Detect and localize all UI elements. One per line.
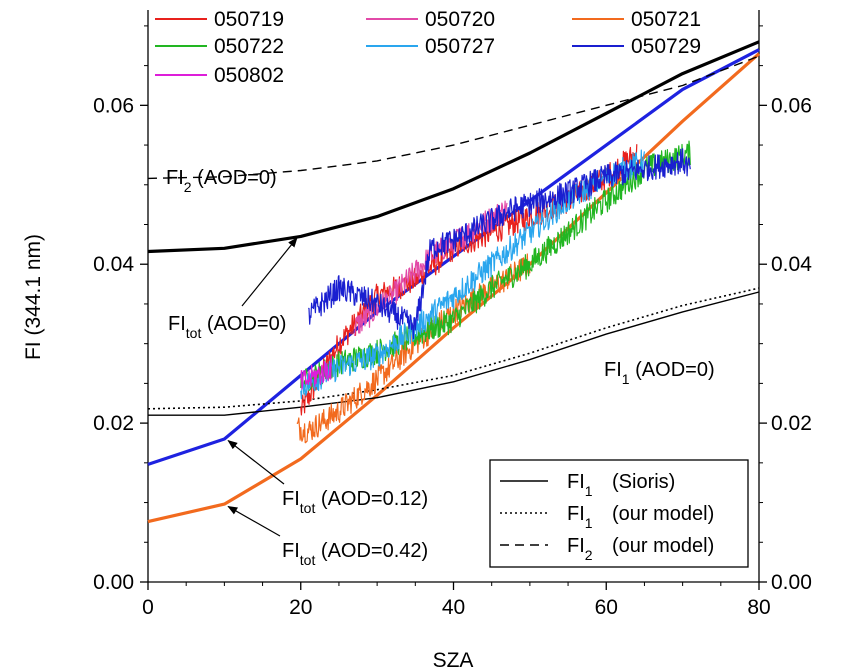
y-tick-label-right-0: 0.00 (771, 571, 812, 594)
model-line-fi-tot-aod-0-42 (147, 52, 761, 524)
y-axis-label: FI (344.1 nm) (22, 234, 45, 360)
y-tick-label-left-3: 0.06 (93, 94, 134, 117)
annotation-fi1-aod-0: FI1 (AOD=0) (604, 359, 715, 387)
legend-label-050727: 050727 (425, 35, 495, 58)
axis-ticks: 0 20 40 60 800.00 0.000.02 0.020.04 0.040.06 0.0… (93, 25, 812, 619)
model-line-fi-tot-aod-0 (147, 40, 760, 254)
top-legend: 050719 050720 050721 050722 050727 050729 0508… (155, 8, 701, 87)
legend-label-050802: 050802 (214, 64, 284, 87)
model-line-fi-tot-aod-0-12 (147, 48, 760, 466)
y-tick-label-left-1: 0.02 (93, 412, 134, 435)
model-line-fi2-our-model (147, 55, 760, 180)
x-tick-label-80: 80 (747, 596, 770, 619)
box-legend: FI1 (Sioris) FI1 (our model) FI2 (our model) (489, 459, 749, 568)
legend-entry-fi1-our-model: FI1 (our model) (567, 503, 714, 531)
measured-lines (296, 140, 691, 444)
legend-label-050719: 050719 (214, 8, 284, 31)
y-tick-label-right-3: 0.06 (771, 94, 812, 117)
model-line-fi1-sioris (148, 291, 760, 416)
annotation-arrow-2 (241, 237, 298, 307)
legend-entry-fi2-our-model: FI2 (our model) (567, 535, 714, 563)
legend-label-050729: 050729 (631, 35, 701, 58)
model-lines (147, 40, 761, 524)
annotation-fi2-aod-0: FI2 (AOD=0) (166, 167, 277, 195)
legend-box (489, 459, 749, 568)
y-tick-label-right-1: 0.02 (771, 412, 812, 435)
legend-label-050720: 050720 (425, 8, 495, 31)
x-tick-label-0: 0 (142, 596, 154, 619)
legend-label-050722: 050722 (214, 35, 284, 58)
y-tick-label-left-2: 0.04 (93, 253, 134, 276)
annotation-arrow-4 (227, 506, 281, 537)
model-line-fi1-our-model (147, 287, 760, 410)
y-tick-label-right-2: 0.04 (771, 253, 812, 276)
measured-series-050722 (300, 140, 691, 395)
x-tick-label-20: 20 (289, 596, 312, 619)
annotation-fitot-aod-0: FItot (AOD=0) (168, 313, 286, 341)
x-tick-label-60: 60 (595, 596, 618, 619)
y-tick-label-left-0: 0.00 (93, 571, 134, 594)
annotation-arrow-3 (227, 439, 285, 485)
x-axis-label: SZA (433, 649, 474, 670)
legend-entry-fi1-sioris: FI1 (Sioris) (567, 471, 675, 499)
measured-series-050729 (307, 148, 691, 340)
annotation-fitot-aod-0-12: FItot (AOD=0.12) (282, 488, 428, 516)
annotations: FI2 (AOD=0) FI1 (AOD=0) FItot (AOD=0) FItot… (166, 167, 715, 568)
measured-series-050802 (300, 355, 332, 390)
annotation-fitot-aod-0-42: FItot (AOD=0.42) (282, 540, 428, 568)
legend-label-050721: 050721 (631, 8, 701, 31)
x-tick-label-40: 40 (442, 596, 465, 619)
